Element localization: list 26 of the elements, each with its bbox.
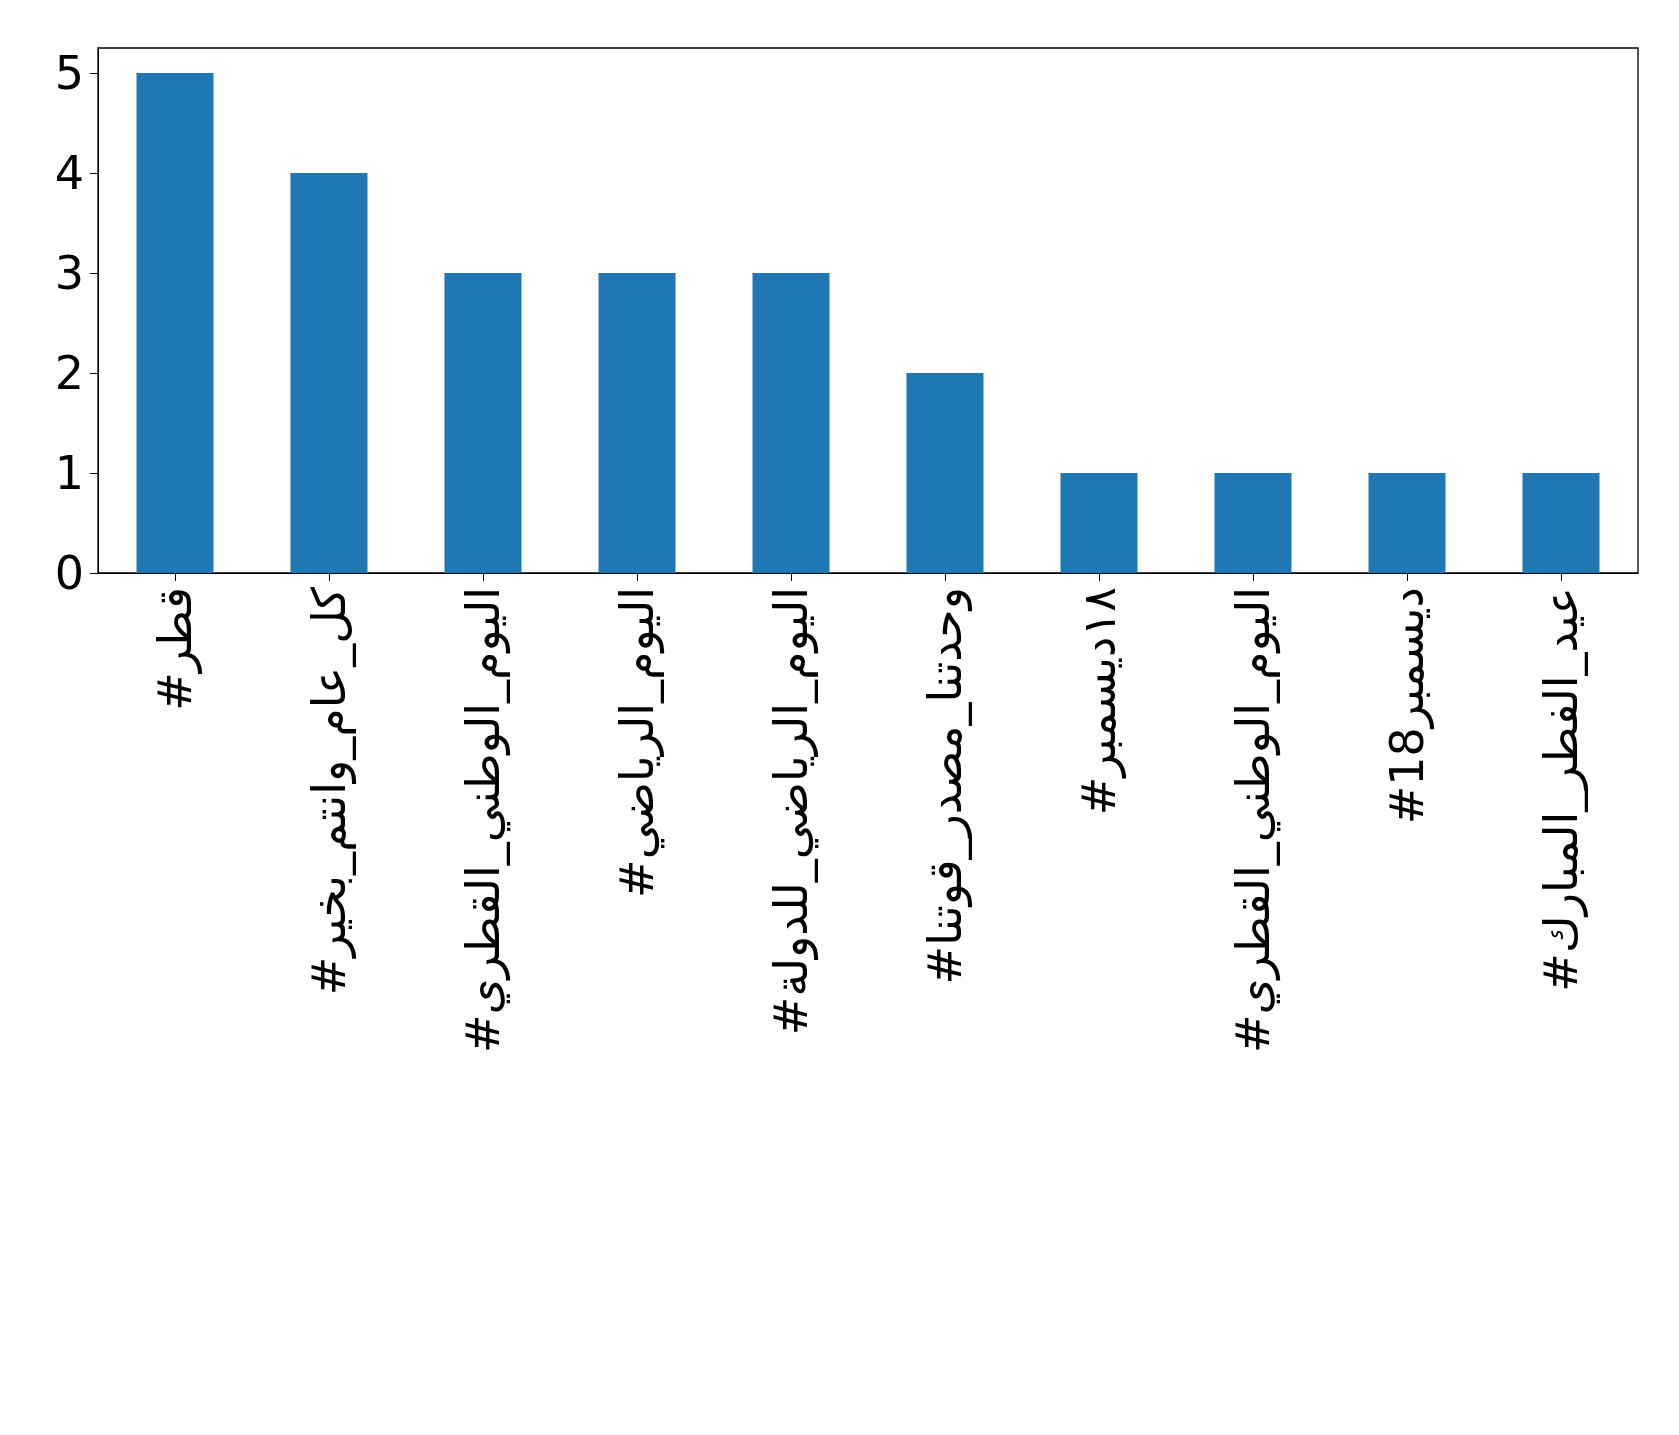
x-tick-label: #عيد_الفطر_المبارك <box>1534 587 1589 992</box>
y-tick-label: 4 <box>54 146 84 200</box>
bar <box>598 273 676 573</box>
y-tick-label: 0 <box>54 546 84 600</box>
bar <box>1214 473 1292 573</box>
bar <box>136 73 214 573</box>
y-tick-label: 5 <box>54 46 84 100</box>
bar <box>444 273 522 573</box>
x-tick-label: #كل_عام_وانتم_بخير <box>302 586 357 996</box>
y-tick-label: 1 <box>54 446 84 500</box>
bar <box>906 373 984 573</box>
x-tick-label: #18ديسمبر <box>1380 587 1435 825</box>
bar <box>1368 473 1446 573</box>
bar <box>1060 473 1138 573</box>
x-tick-label: #اليوم_الوطني_القطري <box>456 587 511 1054</box>
x-tick-label: #اليوم_الرياضي_للدولة <box>764 587 819 1036</box>
y-tick-label: 3 <box>54 246 84 300</box>
x-tick-label: #اليوم_الوطني_القطري <box>1226 587 1281 1054</box>
y-tick-label: 2 <box>54 346 84 400</box>
x-tick-label: #وحدتنا_مصدر_قوتنا <box>918 587 973 985</box>
bar <box>290 173 368 573</box>
x-tick-label: #١٨ديسمبر <box>1072 587 1127 816</box>
x-tick-label: #قطر <box>148 587 203 711</box>
bar <box>752 273 830 573</box>
x-tick-label: #اليوم_الرياضي <box>610 587 665 898</box>
bar <box>1522 473 1600 573</box>
